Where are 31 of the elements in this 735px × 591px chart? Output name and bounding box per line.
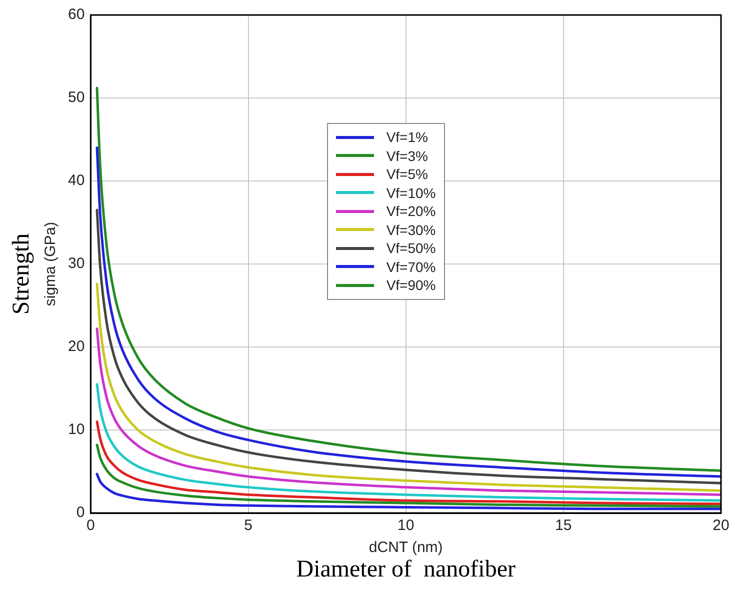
y-tick-label: 30 — [68, 255, 85, 272]
line-series — [96, 472, 721, 510]
text: Diameter of nanofiber — [296, 556, 516, 582]
line-series — [96, 146, 721, 478]
y-tick-label: 40 — [68, 172, 85, 190]
x-tick-label: 5 — [244, 517, 252, 534]
line-series — [96, 383, 721, 502]
line-series — [96, 327, 721, 496]
x-tick-label: 20 — [712, 517, 730, 534]
legend-label: Vf=5% — [386, 166, 428, 182]
text: Strength — [8, 233, 34, 315]
line-series — [96, 86, 721, 472]
y-tick-label: 10 — [68, 421, 85, 438]
y-tick-label: 20 — [68, 338, 85, 356]
x-axis-title: dCNT (nm) — [368, 539, 443, 556]
legend-label: Vf=20% — [386, 203, 436, 220]
y-axis-title: sigma (GPa) — [42, 222, 60, 306]
x-tick-label: 10 — [398, 517, 414, 534]
y-tick-label: 60 — [68, 6, 85, 24]
legend-label: Vf=90% — [386, 277, 436, 294]
line-series — [96, 420, 721, 506]
y-tick-label: 50 — [68, 89, 85, 106]
legend-label: Vf=50% — [386, 240, 436, 256]
legend-label: Vf=3% — [386, 148, 428, 164]
x-tick-label: 15 — [555, 517, 572, 534]
line-series — [96, 444, 721, 508]
legend-label: Vf=30% — [386, 222, 436, 238]
legend-label: Vf=10% — [386, 184, 436, 201]
legend-label: Vf=70% — [386, 258, 436, 275]
legend-label: Vf=1% — [386, 129, 428, 146]
y-tick-label: 0 — [76, 504, 85, 522]
